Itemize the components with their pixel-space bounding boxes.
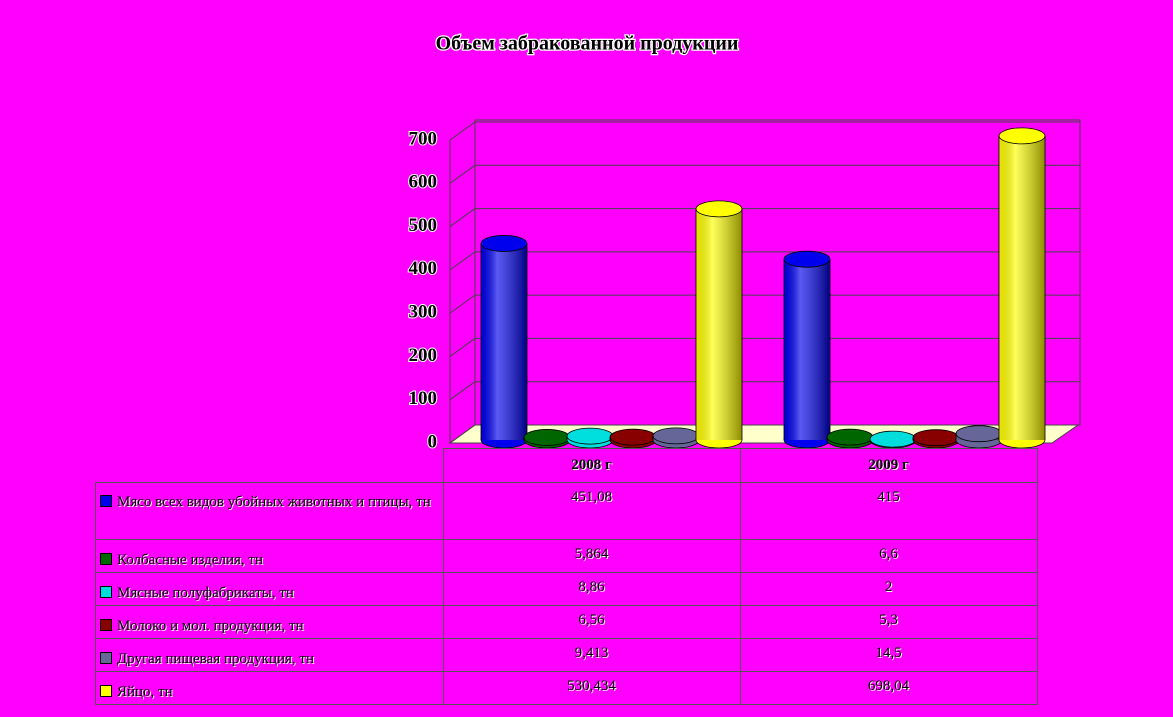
cylinder-shade <box>999 135 1045 440</box>
cylinder-top <box>955 425 1003 443</box>
legend-label: Колбасные изделия, тн <box>117 552 263 568</box>
x-tick-label: 2009 г <box>739 448 1038 483</box>
legend-cell: Колбасные изделия, тн <box>95 539 444 573</box>
legend-swatch <box>100 685 112 697</box>
table-row: Мясные полуфабрикаты, тн 8,86 2 <box>95 572 1038 606</box>
value-label: 451,08 <box>442 482 741 540</box>
legend-label: Мясные полуфабрикаты, тн <box>117 585 294 601</box>
cylinder-outline <box>695 208 743 440</box>
table-row: Колбасные изделия, тн 5,864 6,6 <box>95 539 1038 573</box>
y-tick-label: 200 <box>409 345 438 366</box>
x-tick-label: 2008 г <box>442 448 741 483</box>
value-label: 2 <box>739 572 1038 606</box>
cylinder <box>609 428 657 449</box>
cylinder-top <box>652 427 700 445</box>
cylinder-top <box>783 250 831 268</box>
table-row: Яйцо, тн 530,434 698,04 <box>95 671 1038 705</box>
y-tick-label: 300 <box>409 302 438 323</box>
grid-line <box>449 294 476 314</box>
cylinder-top <box>998 127 1046 145</box>
corner-cell <box>96 449 444 483</box>
value-label: 8,86 <box>442 572 741 606</box>
y-tick-label: 500 <box>409 215 438 236</box>
y-tick-label: 700 <box>409 128 438 149</box>
cylinder <box>912 429 960 449</box>
cylinder <box>783 250 831 449</box>
grid-line <box>449 424 476 444</box>
value-label: 14,5 <box>739 638 1038 672</box>
legend-swatch <box>100 652 112 664</box>
y-tick-label: 100 <box>409 388 438 409</box>
cylinder-outline <box>783 259 831 440</box>
legend-cell: Другая пищевая продукция, тн <box>95 638 444 672</box>
cylinder <box>695 200 743 449</box>
cylinder-top <box>609 428 657 446</box>
grid-line <box>449 381 476 401</box>
cylinder-top <box>912 429 960 447</box>
cylinder-shade <box>784 259 830 440</box>
cylinder-top <box>480 235 528 252</box>
grid-line <box>449 121 476 141</box>
cylinder <box>480 235 528 449</box>
legend-label: Молоко и мол. продукция, тн <box>117 618 304 634</box>
cylinder <box>652 427 700 449</box>
y-tick-label: 600 <box>409 172 438 193</box>
data-table: 2008 г 2009 г Мясо всех видов убойных живо… <box>95 448 1038 705</box>
grid-line <box>449 338 476 357</box>
table-row: Мясо всех видов убойных животных и птицы… <box>95 482 1038 540</box>
cylinder-top <box>869 430 917 448</box>
cylinder-top <box>523 429 571 446</box>
legend-label: Другая пищевая продукция, тн <box>117 651 314 667</box>
value-label: 5,864 <box>442 539 741 573</box>
legend-swatch <box>100 553 112 565</box>
table-row: Другая пищевая продукция, тн 9,413 14,5 <box>95 638 1038 672</box>
value-label: 530,434 <box>442 671 741 705</box>
value-label: 6,56 <box>442 605 741 639</box>
legend-swatch <box>100 619 112 631</box>
cylinder-top <box>566 427 614 445</box>
value-label: 5,3 <box>739 605 1038 639</box>
legend-cell: Яйцо, тн <box>95 671 444 705</box>
legend-label: Мясо всех видов убойных животных и птицы… <box>117 494 431 510</box>
cylinder <box>955 425 1003 449</box>
legend-cell: Молоко и мол. продукция, тн <box>95 605 444 639</box>
grid-line <box>449 164 476 184</box>
y-tick-label: 0 <box>428 431 438 452</box>
legend-cell: Мясо всех видов убойных животных и птицы… <box>95 482 444 540</box>
value-label: 6,6 <box>739 539 1038 573</box>
grid-line <box>449 251 476 271</box>
cylinder-outline <box>480 243 528 440</box>
cylinder <box>826 428 874 449</box>
header-row: 2008 г 2009 г <box>96 448 1038 483</box>
cylinder-shade <box>481 243 527 440</box>
cylinder <box>869 430 917 449</box>
cylinder-shade <box>696 208 742 440</box>
value-label: 415 <box>739 482 1038 540</box>
legend-swatch <box>100 586 112 598</box>
legend-label: Яйцо, тн <box>117 684 173 700</box>
cylinder-top <box>695 200 743 218</box>
chart-title: Объем забракованной продукции <box>436 33 739 55</box>
legend-cell: Мясные полуфабрикаты, тн <box>95 572 444 606</box>
value-label: 9,413 <box>442 638 741 672</box>
table-row: Молоко и мол. продукция, тн 6,56 5,3 <box>95 605 1038 639</box>
legend-swatch <box>100 495 112 507</box>
cylinder-outline <box>998 135 1046 440</box>
cylinder <box>998 127 1046 449</box>
cylinder-top <box>826 428 874 446</box>
cylinder <box>523 429 571 449</box>
cylinder <box>566 427 614 449</box>
value-label: 698,04 <box>739 671 1038 705</box>
y-tick-label: 400 <box>409 258 438 279</box>
grid-line <box>449 208 476 227</box>
